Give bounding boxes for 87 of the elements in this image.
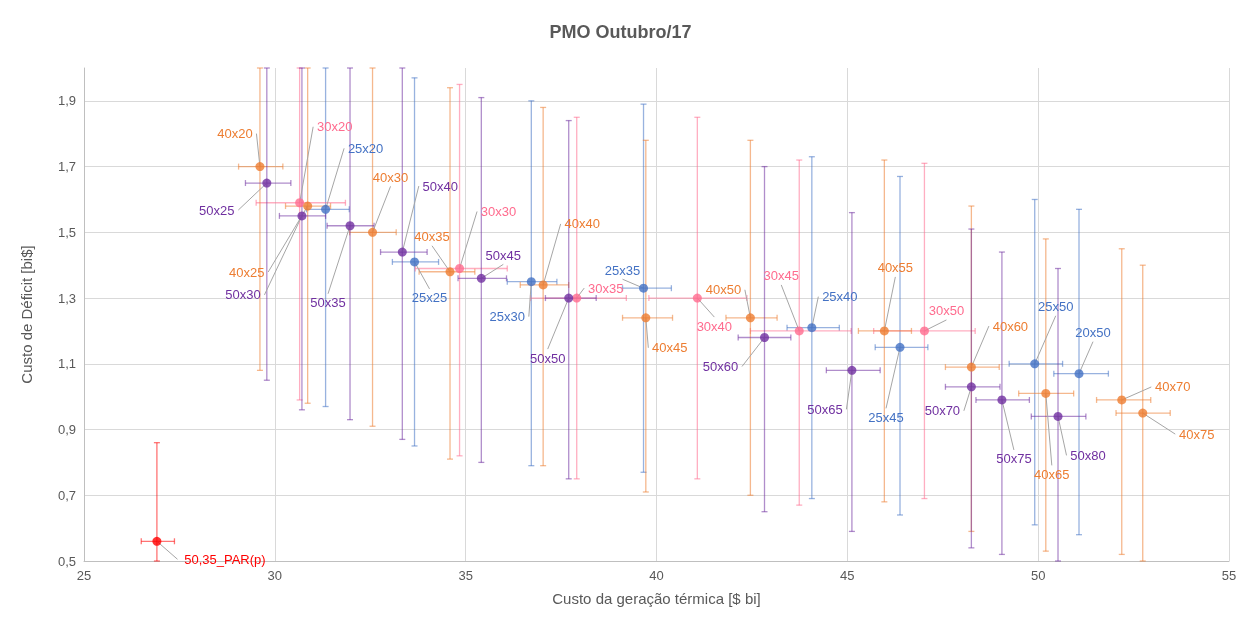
- y-axis-title: Custo de Déficit [bi$]: [18, 245, 35, 384]
- point: [445, 267, 455, 277]
- point: [692, 293, 702, 303]
- y-tick-label: 0,7: [57, 487, 76, 503]
- point: [255, 162, 265, 172]
- x-tick-label: 45: [840, 568, 855, 583]
- point: [1030, 359, 1040, 369]
- point: [1053, 411, 1063, 421]
- x-tick-label: 35: [458, 568, 473, 583]
- point: [476, 273, 486, 283]
- y-tick-label: 1,5: [57, 224, 76, 240]
- x-tick-label: 30: [267, 568, 283, 583]
- point: [794, 326, 804, 336]
- annotation: 30x40: [696, 318, 733, 334]
- point: [538, 280, 548, 290]
- point: [997, 395, 1007, 405]
- annotation: 25x50: [1038, 299, 1074, 315]
- point: [847, 365, 857, 375]
- point: [345, 221, 355, 231]
- y-tick-label: 1,3: [57, 290, 76, 306]
- annotation: 25x30: [489, 309, 526, 325]
- point: [564, 293, 574, 303]
- annotation: 40x75: [1179, 426, 1215, 442]
- point: [410, 257, 420, 267]
- x-tick-label: 55: [1221, 568, 1237, 583]
- point: [745, 313, 755, 323]
- annotation: 25x35: [604, 262, 641, 278]
- annotation: 40x25: [228, 264, 265, 280]
- annotation: 40x60: [992, 318, 1029, 334]
- x-tick-label: 40: [649, 568, 664, 583]
- annotation: 30x50: [928, 303, 965, 319]
- point: [639, 283, 649, 293]
- point: [152, 536, 162, 546]
- annotation: 40x35: [414, 229, 450, 245]
- point: [760, 333, 770, 342]
- x-tick-label: 50: [1030, 568, 1046, 583]
- annotation: 50x45: [485, 247, 522, 263]
- point: [919, 326, 929, 336]
- annotation: 50x30: [225, 287, 261, 303]
- annotation: 50x60: [702, 359, 739, 375]
- annotation: 40x50: [705, 282, 742, 298]
- annotation: 30x35: [588, 280, 624, 296]
- point: [807, 323, 817, 333]
- chart-title: PMO Outubro/17: [549, 22, 692, 42]
- y-tick-label: 1,9: [57, 93, 76, 109]
- annotation: 25x40: [822, 289, 858, 305]
- point: [1074, 369, 1084, 379]
- point: [966, 362, 976, 372]
- point: [262, 178, 272, 188]
- point: [1138, 408, 1148, 418]
- point: [455, 263, 465, 273]
- x-axis-title: Custo da geração térmica [$ bi]: [552, 590, 761, 607]
- y-tick-label: 1,7: [57, 159, 76, 175]
- point: [295, 198, 305, 208]
- point: [297, 211, 307, 221]
- point: [879, 326, 889, 336]
- annotation: 40x20: [217, 126, 253, 142]
- annotation: 40x70: [1155, 379, 1191, 395]
- point: [966, 382, 976, 392]
- annotation: 50x40: [422, 178, 459, 194]
- annotation: 25x25: [411, 290, 448, 306]
- point: [1041, 388, 1051, 398]
- annotation: 50x70: [924, 403, 961, 419]
- annotation: 50x65: [807, 401, 843, 417]
- point: [1117, 395, 1127, 405]
- annotation: 20x50: [1075, 325, 1111, 341]
- annotation: 40x40: [564, 216, 600, 232]
- annotation: 50,35_PAR(p): [184, 551, 266, 567]
- y-tick-label: 0,5: [57, 553, 76, 569]
- point: [368, 227, 378, 237]
- annotation: 50x50: [530, 350, 566, 366]
- annotation: 40x30: [372, 169, 409, 185]
- annotation: 50x80: [1070, 447, 1106, 463]
- annotation: 40x65: [1034, 466, 1070, 482]
- point: [641, 313, 651, 323]
- annotation: 50x75: [996, 451, 1032, 467]
- y-tick-label: 0,9: [57, 422, 76, 438]
- point: [526, 277, 536, 287]
- annotation: 50x25: [199, 202, 235, 218]
- y-tick-label: 1,1: [57, 356, 76, 372]
- x-tick-label: 25: [76, 568, 92, 583]
- point: [397, 247, 407, 257]
- annotation: 40x45: [652, 340, 688, 356]
- point: [895, 342, 905, 352]
- annotation: 40x55: [877, 260, 914, 276]
- point: [572, 293, 582, 303]
- annotation: 50x35: [310, 295, 346, 311]
